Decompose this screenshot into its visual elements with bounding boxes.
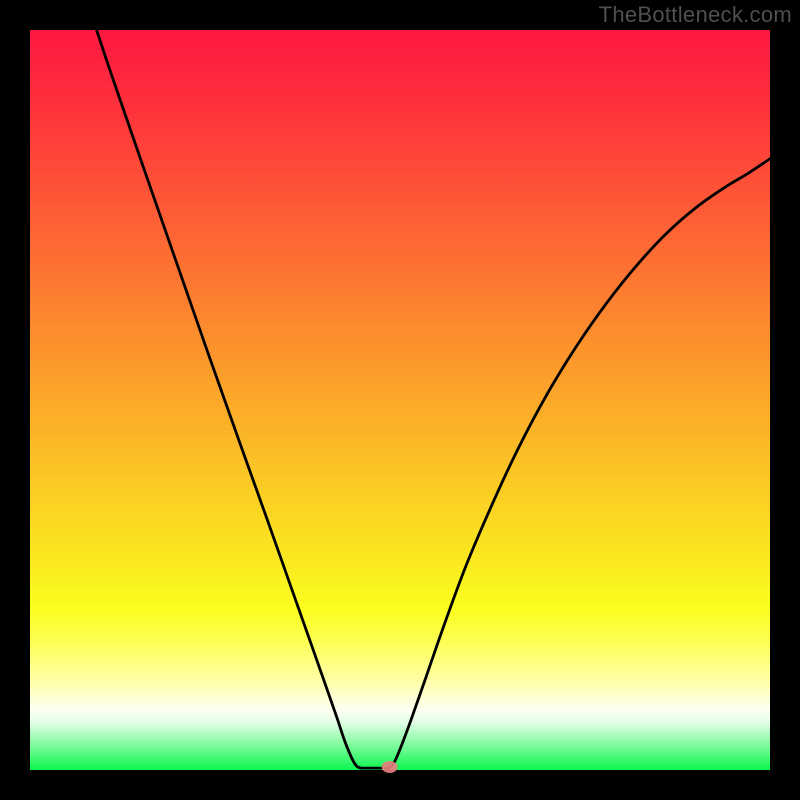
watermark-text: TheBottleneck.com [599, 2, 792, 28]
bottleneck-chart [0, 0, 800, 800]
chart-gradient-background [30, 30, 770, 770]
optimal-point-marker [382, 761, 398, 773]
